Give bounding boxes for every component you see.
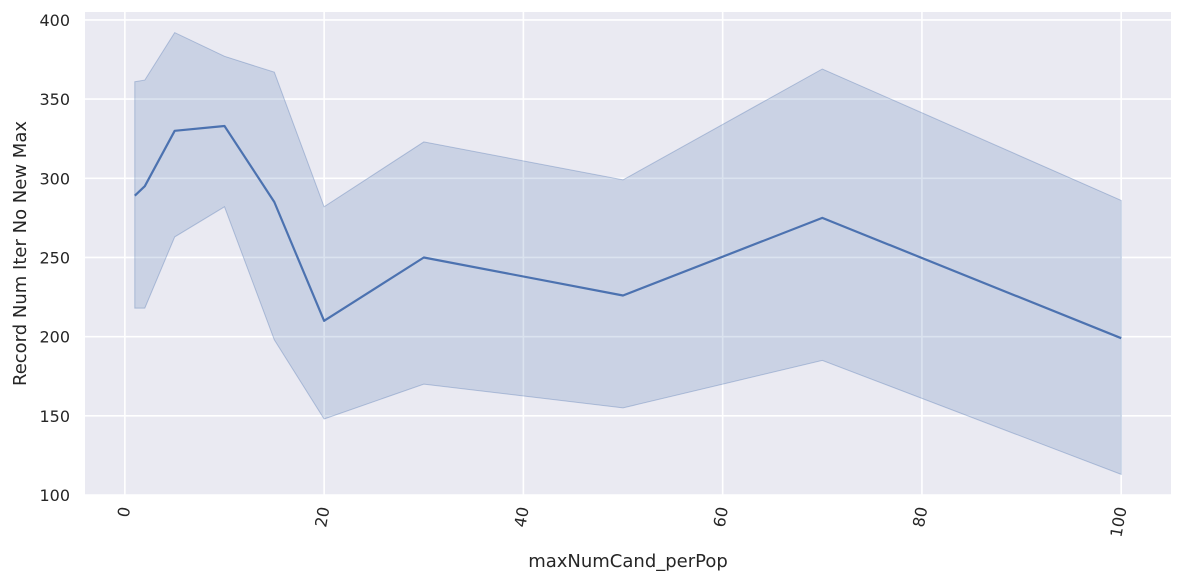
x-tick-label: 80 bbox=[909, 505, 931, 528]
series-lines bbox=[134, 124, 1122, 340]
y-tick-label: 150 bbox=[39, 407, 70, 426]
series-line bbox=[134, 124, 1122, 340]
x-tick-label: 40 bbox=[510, 505, 532, 528]
y-tick-label: 250 bbox=[39, 248, 70, 267]
plot-area bbox=[85, 12, 1171, 495]
y-tick-label: 400 bbox=[39, 11, 70, 30]
y-tick-label: 100 bbox=[39, 486, 70, 505]
x-tick-labels: 0 20 40 60 80 100 bbox=[114, 505, 1131, 538]
grid bbox=[85, 12, 1171, 496]
y-tick-labels: 100 150 200 250 300 350 400 bbox=[39, 11, 70, 505]
y-axis-label: Record Num Iter No New Max bbox=[10, 121, 31, 386]
y-tick-label: 350 bbox=[39, 90, 70, 109]
x-tick-label: 20 bbox=[311, 505, 333, 528]
x-tick-label: 60 bbox=[710, 505, 732, 528]
confidence-bands bbox=[134, 31, 1122, 476]
x-tick-label: 0 bbox=[114, 505, 134, 518]
x-tick-label: 100 bbox=[1107, 505, 1131, 538]
x-axis-label: maxNumCand_perPop bbox=[528, 551, 728, 572]
confidence-band bbox=[134, 31, 1122, 476]
y-tick-label: 300 bbox=[39, 169, 70, 188]
y-tick-label: 200 bbox=[39, 328, 70, 347]
